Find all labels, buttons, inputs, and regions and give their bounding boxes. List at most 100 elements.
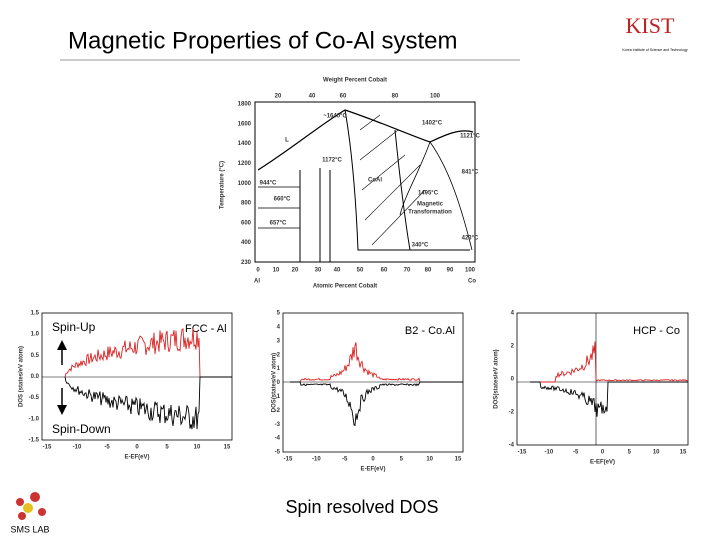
tick-label: 800 [241, 201, 252, 207]
arrow-head [57, 340, 67, 350]
tick-label: 15 [680, 450, 687, 456]
tick-label: -15 [43, 445, 52, 451]
tick-label: 0 [371, 457, 375, 463]
annotation: 657°C [270, 221, 287, 227]
spin-up-label: Spin-Up [52, 320, 96, 334]
annotation: 1172°C [322, 158, 342, 164]
tick-label: 10 [653, 450, 660, 456]
tick-label: -4 [509, 443, 515, 449]
tick-label: 4 [511, 311, 515, 317]
dos-curve [530, 381, 688, 417]
dos-curve [530, 341, 689, 383]
logo-dot [18, 512, 26, 520]
tick-label: 10 [194, 445, 201, 451]
tick-label: -1.0 [29, 416, 40, 422]
tick-label: 20 [292, 268, 299, 274]
tick-label: 30 [315, 268, 322, 274]
caption: Spin resolved DOS [285, 497, 438, 517]
tick-label: 1600 [238, 121, 252, 127]
arrow-head [57, 405, 67, 415]
tick-label: 100 [430, 94, 441, 100]
dos-curve [64, 376, 232, 430]
axis-title: Atomic Percent Cobalt [313, 284, 377, 290]
dos-panel [41, 312, 233, 441]
annotation: 340°C [412, 243, 429, 249]
phase-line [258, 141, 473, 251]
plot-frame [254, 101, 476, 263]
tick-label: -2 [509, 410, 515, 416]
dos-curve [290, 381, 463, 427]
panel-label: HCP - Co [633, 325, 680, 337]
tick-label: 60 [381, 268, 388, 274]
axis-title: Temperature (°C) [220, 161, 226, 209]
tick-label: -10 [73, 445, 82, 451]
tick-label: 1 [277, 366, 281, 372]
tick-label: 90 [447, 268, 454, 274]
annotation: 423°C [462, 236, 479, 242]
annotation: 1402°C [422, 121, 443, 127]
tick-label: 400 [241, 240, 252, 246]
tick-label: 2 [277, 352, 281, 358]
tick-label: 2 [511, 344, 515, 350]
lab-logo [16, 492, 46, 520]
plot-frame [516, 312, 689, 446]
annotation: Magnetic [417, 202, 444, 208]
annotation: 1495°C [418, 191, 439, 197]
tick-label: 80 [392, 94, 399, 100]
axis-title: DOS(states/eV atom) [494, 349, 500, 408]
tick-label: 0 [135, 445, 139, 451]
annotation: ~1640°C [323, 114, 347, 120]
tick-label: -1 [275, 394, 281, 400]
logo-dot [30, 492, 40, 502]
phase-diagram [254, 101, 476, 263]
tick-label: 1400 [238, 141, 252, 147]
tick-label: 70 [404, 268, 411, 274]
tick-label: -5 [104, 445, 110, 451]
plot-frame [282, 312, 464, 453]
annotation: Transformation [408, 210, 452, 216]
logo-dot [38, 508, 46, 516]
tick-label: -15 [518, 450, 527, 456]
tick-label: 0.5 [31, 353, 40, 359]
tick-label: 10 [426, 457, 433, 463]
tick-label: 10 [273, 268, 280, 274]
tick-label: 0 [511, 377, 515, 383]
lab-name: SMS LAB [10, 524, 49, 534]
tick-label: 1.0 [31, 332, 40, 338]
tick-label: 60 [340, 94, 347, 100]
tick-label: 0 [256, 268, 260, 274]
annotation: 841°C [462, 170, 479, 176]
annotation: 1121°C [460, 134, 480, 140]
slide-title: Magnetic Properties of Co-Al system [68, 27, 457, 54]
axis-title: E-EF(eV) [360, 467, 385, 473]
tick-label: 40 [334, 268, 341, 274]
tick-label: 0 [277, 380, 281, 386]
tick-label: 3 [277, 338, 281, 344]
spin-down-label: Spin-Down [52, 422, 111, 436]
axis-title: E-EF(eV) [124, 455, 149, 461]
tick-label: 50 [357, 268, 364, 274]
axis-title: DOS(states/eV atom) [272, 353, 278, 412]
tick-label: 5 [277, 311, 281, 317]
liquidus [257, 109, 474, 171]
tick-label: 1.5 [31, 311, 40, 317]
tick-label: 5 [165, 445, 169, 451]
tick-label: 0.0 [31, 374, 40, 380]
tick-label: 5 [400, 457, 404, 463]
tick-label: 230 [241, 260, 252, 266]
tick-label: 1800 [238, 102, 252, 108]
logo-subtitle: Korea Institute of Science and Technolog… [622, 48, 688, 52]
tick-label: 100 [465, 268, 476, 274]
annotation: 944°C [260, 181, 277, 187]
tick-label: 15 [224, 445, 231, 451]
tick-label: -0.5 [29, 395, 40, 401]
panel-label: B2 - Co.Al [405, 325, 455, 337]
tick-label: -5 [342, 457, 348, 463]
logo-dot [16, 498, 24, 506]
tick-label: -4 [275, 436, 281, 442]
plot-frame [41, 312, 233, 441]
tick-label: -10 [544, 450, 553, 456]
annotation: 660°C [274, 197, 291, 203]
